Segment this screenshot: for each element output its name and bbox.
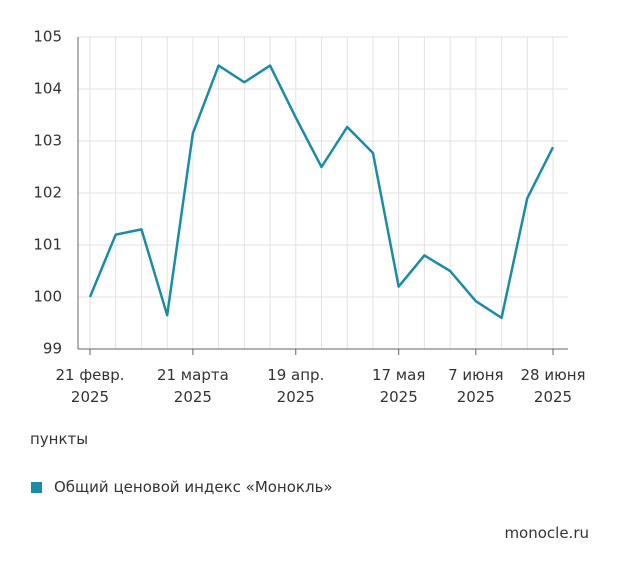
legend-swatch bbox=[31, 482, 42, 493]
y-axis-unit: пункты bbox=[30, 430, 89, 448]
y-tick-label: 100 bbox=[33, 288, 62, 306]
x-tick-label: 17 мая 2025 bbox=[371, 366, 426, 406]
y-tick-label: 104 bbox=[33, 80, 62, 98]
x-tick-label: 28 июня 2025 bbox=[520, 366, 586, 406]
source: monocle.ru bbox=[504, 524, 589, 542]
x-tick-label: 21 марта 2025 bbox=[156, 366, 229, 406]
x-tick-label: 7 июня 2025 bbox=[448, 366, 504, 406]
x-tick-label: 19 апр. 2025 bbox=[267, 366, 325, 406]
y-tick-label: 103 bbox=[33, 132, 62, 150]
y-tick-label: 102 bbox=[33, 184, 62, 202]
data-line bbox=[88, 64, 555, 320]
y-tick-label: 99 bbox=[43, 340, 62, 358]
legend-label: Общий ценовой индекс «Монокль» bbox=[54, 478, 333, 496]
y-tick-label: 101 bbox=[33, 236, 62, 254]
y-tick-label: 105 bbox=[33, 28, 62, 46]
x-tick-label: 21 февр. 2025 bbox=[55, 366, 125, 406]
